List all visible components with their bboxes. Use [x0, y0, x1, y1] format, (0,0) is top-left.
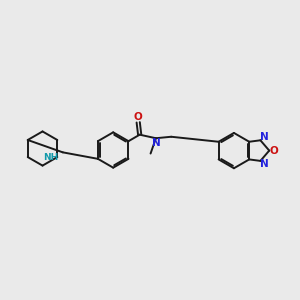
Text: N: N	[152, 138, 161, 148]
Text: O: O	[134, 112, 142, 122]
Text: NH: NH	[43, 153, 58, 162]
Text: O: O	[270, 146, 278, 156]
Text: N: N	[260, 159, 269, 169]
Text: N: N	[260, 132, 269, 142]
